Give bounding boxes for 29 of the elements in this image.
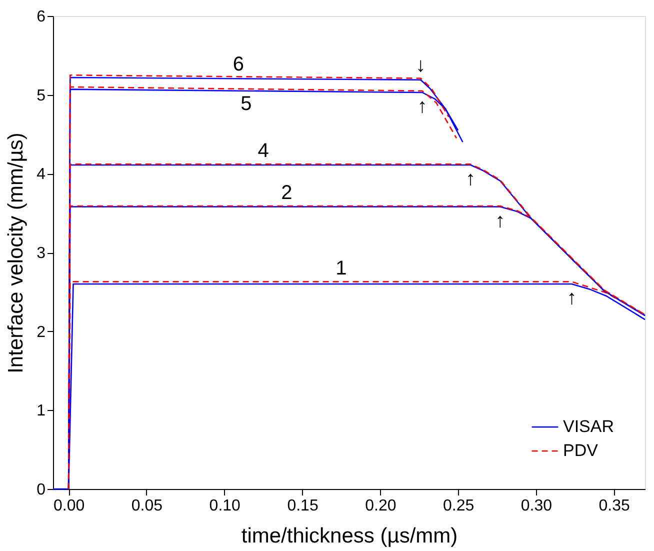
y-tick-label: 4 bbox=[36, 166, 46, 184]
annotation: ↑ bbox=[495, 210, 506, 232]
x-tick-label: 0.05 bbox=[131, 498, 163, 514]
x-tick-label: 0.30 bbox=[520, 498, 552, 514]
x-tick-label: 0.00 bbox=[54, 498, 85, 514]
annotation: 2 bbox=[281, 182, 292, 204]
x-tick-label: 0.10 bbox=[209, 498, 241, 514]
y-tick-label: 3 bbox=[36, 245, 46, 262]
x-axis-title: time/thickness (µs/mm) bbox=[241, 524, 458, 548]
y-tick-label: 1 bbox=[36, 402, 46, 420]
annotation: ↑ bbox=[466, 168, 476, 190]
y-tick-label: 6 bbox=[36, 8, 46, 26]
y-tick-label: 5 bbox=[36, 87, 46, 104]
y-axis-title: Interface velocity (mm/µs) bbox=[4, 132, 28, 374]
annotation: ↓ bbox=[416, 54, 426, 76]
annotation: 5 bbox=[240, 93, 252, 116]
x-tick-label: 0.35 bbox=[598, 498, 630, 514]
annotation: 6 bbox=[232, 53, 244, 76]
legend-label: PDV bbox=[563, 441, 599, 460]
y-tick-label: 2 bbox=[36, 324, 46, 341]
x-tick-label: 0.25 bbox=[442, 498, 474, 514]
annotation: 4 bbox=[258, 140, 269, 162]
y-tick-label: 0 bbox=[36, 482, 46, 498]
annotation: 1 bbox=[336, 258, 347, 280]
legend-label: VISAR bbox=[563, 417, 614, 436]
annotation: ↑ bbox=[417, 95, 428, 118]
x-tick-label: 0.15 bbox=[287, 498, 318, 514]
annotation: ↑ bbox=[566, 287, 577, 310]
x-tick-label: 0.20 bbox=[365, 498, 396, 514]
